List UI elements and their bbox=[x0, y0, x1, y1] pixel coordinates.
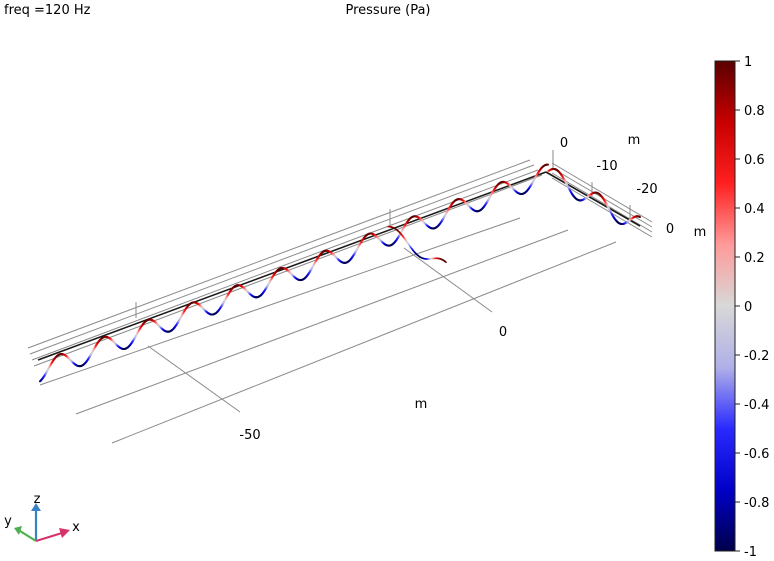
grid-line-long-3 bbox=[111, 241, 617, 444]
colorbar-tick-label: 0.2 bbox=[744, 251, 765, 266]
triad-z-label: z bbox=[34, 492, 41, 507]
centre-line bbox=[37, 171, 547, 361]
colorbar-tick-label: 0.6 bbox=[744, 153, 765, 168]
centre-line-side bbox=[545, 171, 641, 227]
x-tick-label-0: 0 bbox=[499, 325, 507, 340]
z-unit-label: m bbox=[694, 225, 707, 240]
y-tick-label-0: 0 bbox=[560, 136, 568, 151]
pressure-wave-branch bbox=[387, 225, 447, 264]
wave-segment bbox=[444, 260, 447, 264]
colorbar-tick-label: -0.8 bbox=[744, 496, 769, 511]
rail-line-1 bbox=[27, 159, 531, 349]
colorbar-ticks: 1 0.8 0.6 0.4 0.2 0 -0.2 -0.4 -0.6 -0.8 -1 bbox=[735, 55, 769, 560]
side-rail-3 bbox=[551, 172, 653, 233]
y-tick-label-neg20: -20 bbox=[636, 182, 657, 197]
triad-y-axis bbox=[19, 530, 37, 542]
rail-line-2 bbox=[29, 164, 535, 355]
z-tick-label-0: 0 bbox=[666, 222, 674, 237]
colorbar-tick-label: 0 bbox=[744, 300, 752, 315]
triad-y-label: y bbox=[4, 514, 12, 529]
axis-grid bbox=[27, 150, 653, 444]
axis-triad: z x y bbox=[4, 492, 80, 543]
triad-x-arrow-icon bbox=[59, 528, 70, 538]
colorbar bbox=[714, 60, 736, 552]
grid-cross-line-2 bbox=[403, 247, 493, 313]
colorbar-tick-label: -0.2 bbox=[744, 349, 769, 364]
x-unit-label: m bbox=[415, 397, 428, 412]
grid-line-long-1 bbox=[39, 217, 521, 386]
colorbar-tick-label: 0.4 bbox=[744, 202, 765, 217]
side-rail-1 bbox=[551, 162, 653, 223]
colorbar-tick-label: -0.6 bbox=[744, 447, 769, 462]
rail-line-3 bbox=[31, 169, 539, 361]
plot-title: Pressure (Pa) bbox=[345, 3, 430, 18]
pressure-wave-side bbox=[547, 167, 641, 226]
grid-line-long-2 bbox=[75, 229, 569, 415]
colorbar-tick-label: -0.4 bbox=[744, 398, 769, 413]
pressure-wave bbox=[39, 163, 549, 383]
x-tick-label-neg50: -50 bbox=[239, 428, 260, 443]
y-tick-label-neg10: -10 bbox=[596, 159, 617, 174]
frequency-label: freq =120 Hz bbox=[4, 3, 91, 18]
colorbar-tick-label: 0.8 bbox=[744, 104, 765, 119]
triad-x-axis bbox=[35, 531, 63, 543]
triad-z-arrow-icon bbox=[31, 503, 41, 511]
colorbar-tick-label: 1 bbox=[744, 55, 752, 70]
triad-x-label: x bbox=[72, 520, 80, 535]
grid-cross-line-1 bbox=[147, 345, 241, 413]
colorbar-tick-label: -1 bbox=[744, 545, 757, 560]
y-unit-label: m bbox=[628, 133, 641, 148]
triad-y-arrow-icon bbox=[14, 526, 22, 535]
